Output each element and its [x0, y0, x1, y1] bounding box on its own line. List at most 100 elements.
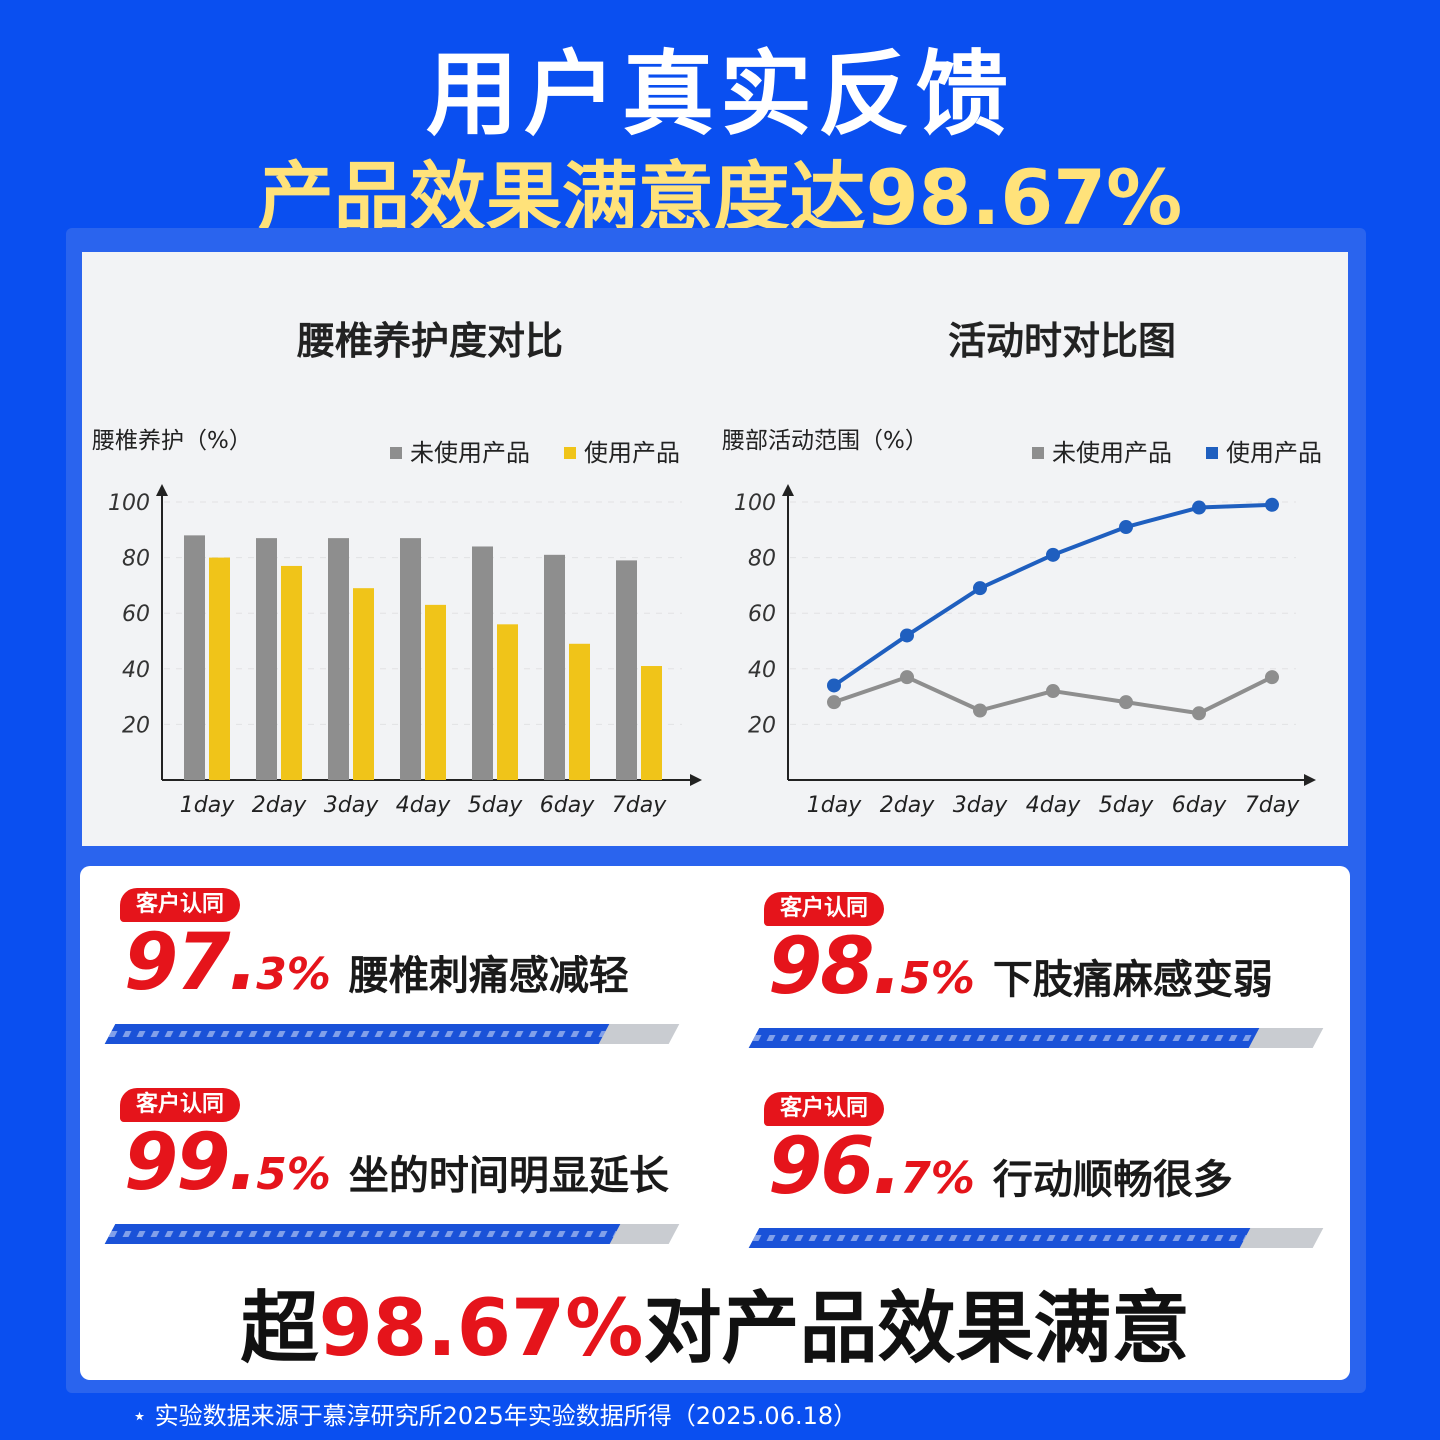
stat-progress-fill: [104, 1024, 610, 1044]
legend-swatch: [564, 447, 576, 459]
summary-line: 超98.67%对产品效果满意: [80, 1266, 1350, 1378]
x-tick-label: 5day: [1099, 793, 1154, 818]
bar: [184, 535, 205, 780]
bar: [472, 546, 493, 780]
stat-value-dec: 5%: [900, 953, 975, 1004]
stat-badge: 客户认同: [764, 892, 885, 926]
stat-value-int: 99.: [124, 1118, 258, 1208]
stat-card: 客户认同 97.3% 腰椎刺痛感减轻: [104, 888, 700, 1058]
x-tick-label: 3day: [953, 793, 1008, 818]
stat-label: 下肢痛麻感变弱: [992, 957, 1273, 1003]
stat-value-dec: 5%: [256, 1149, 331, 1200]
stat-progress-fill: [104, 1224, 621, 1244]
series-line: [832, 502, 1273, 688]
y-tick-label: 60: [122, 602, 150, 627]
chart-title: 腰椎养护度对比: [297, 319, 563, 363]
legend-label: 使用产品: [1226, 439, 1322, 467]
stat-progress-fill: [748, 1228, 1251, 1248]
x-tick-label: 4day: [396, 793, 451, 818]
bar: [400, 538, 421, 780]
y-tick-label: 100: [734, 491, 776, 516]
bar: [209, 557, 230, 780]
stat-value-int: 98.: [768, 922, 902, 1012]
x-tick-label: 2day: [252, 793, 307, 818]
data-point: [1192, 500, 1206, 515]
y-axis-arrow: [782, 484, 794, 496]
stat-progress-fill: [748, 1028, 1260, 1048]
data-point: [827, 678, 841, 693]
bar: [544, 554, 565, 780]
data-point: [1046, 684, 1060, 699]
y-axis-label: 腰椎养护（%）: [92, 428, 252, 454]
y-axis-arrow: [156, 484, 168, 496]
bar: [497, 624, 518, 780]
x-tick-label: 5day: [468, 793, 523, 818]
data-point: [900, 670, 914, 685]
stat-label: 行动顺畅很多: [992, 1157, 1233, 1203]
bar: [641, 666, 662, 780]
x-tick-label: 3day: [324, 793, 379, 818]
y-tick-label: 60: [748, 602, 776, 627]
legend-swatch: [1206, 447, 1218, 459]
data-point: [1192, 706, 1206, 721]
x-axis-arrow: [690, 774, 702, 786]
legend-label: 使用产品: [584, 439, 680, 467]
legend-label: 未使用产品: [1052, 439, 1172, 467]
legend-swatch: [390, 447, 402, 459]
stat-progress-bar: [104, 1024, 680, 1044]
bar: [425, 604, 446, 780]
data-point: [1046, 547, 1060, 562]
x-tick-label: 4day: [1026, 793, 1081, 818]
y-tick-label: 20: [122, 713, 150, 738]
data-point: [1119, 520, 1133, 535]
y-tick-label: 40: [122, 658, 150, 683]
footnote: ⋆ 实验数据来源于慕淳研究所2025年实验数据所得（2025.06.18）: [132, 1402, 858, 1430]
data-point: [1119, 695, 1133, 710]
x-tick-label: 1day: [180, 793, 235, 818]
bar: [616, 560, 637, 780]
x-tick-label: 6day: [1172, 793, 1227, 818]
data-point: [973, 581, 987, 596]
stat-progress-bar: [104, 1224, 680, 1244]
data-point: [1265, 670, 1279, 685]
legend-label: 未使用产品: [410, 439, 530, 467]
stat-value-int: 97.: [124, 918, 258, 1008]
data-point: [1265, 497, 1279, 512]
y-tick-label: 80: [748, 547, 776, 572]
summary-highlight: 98.67%: [318, 1284, 644, 1374]
chart-title: 活动时对比图: [948, 319, 1176, 363]
stats-panel: 客户认同 97.3% 腰椎刺痛感减轻 客户认同 98.5% 下肢痛麻感变弱 客户认同…: [80, 866, 1350, 1380]
data-point: [827, 695, 841, 710]
x-tick-label: 1day: [807, 793, 862, 818]
stat-badge: 客户认同: [120, 888, 241, 922]
stat-label: 坐的时间明显延长: [348, 1153, 669, 1199]
stat-progress-bar: [748, 1228, 1324, 1248]
bar: [328, 538, 349, 780]
bar: [353, 588, 374, 780]
stat-label: 腰椎刺痛感减轻: [348, 953, 629, 999]
summary-prefix: 超: [240, 1284, 319, 1374]
stat-badge: 客户认同: [120, 1088, 241, 1122]
data-point: [900, 628, 914, 643]
y-tick-label: 40: [748, 658, 776, 683]
summary-suffix: 对产品效果满意: [643, 1284, 1190, 1374]
page-title: 用户真实反馈: [425, 41, 1014, 148]
stat-card: 客户认同 96.7% 行动顺畅很多: [748, 1092, 1344, 1262]
stat-value-int: 96.: [768, 1122, 902, 1212]
y-tick-label: 80: [122, 547, 150, 572]
legend-swatch: [1032, 447, 1044, 459]
data-point: [973, 703, 987, 718]
x-tick-label: 2day: [880, 793, 935, 818]
bar: [569, 643, 590, 780]
x-tick-label: 6day: [540, 793, 595, 818]
x-axis-arrow: [1304, 774, 1316, 786]
stat-card: 客户认同 98.5% 下肢痛麻感变弱: [748, 892, 1344, 1062]
chart-panel: 腰椎养护度对比腰椎养护（%） 未使用产品 使用产品 100 80 60 40 20 1day 2d…: [82, 252, 1348, 846]
x-tick-label: 7day: [1245, 793, 1300, 818]
stat-value-dec: 3%: [256, 949, 331, 1000]
stat-card: 客户认同 99.5% 坐的时间明显延长: [104, 1088, 700, 1258]
y-tick-label: 20: [748, 713, 776, 738]
stat-badge: 客户认同: [764, 1092, 885, 1126]
y-axis-label: 腰部活动范围（%）: [722, 428, 928, 454]
